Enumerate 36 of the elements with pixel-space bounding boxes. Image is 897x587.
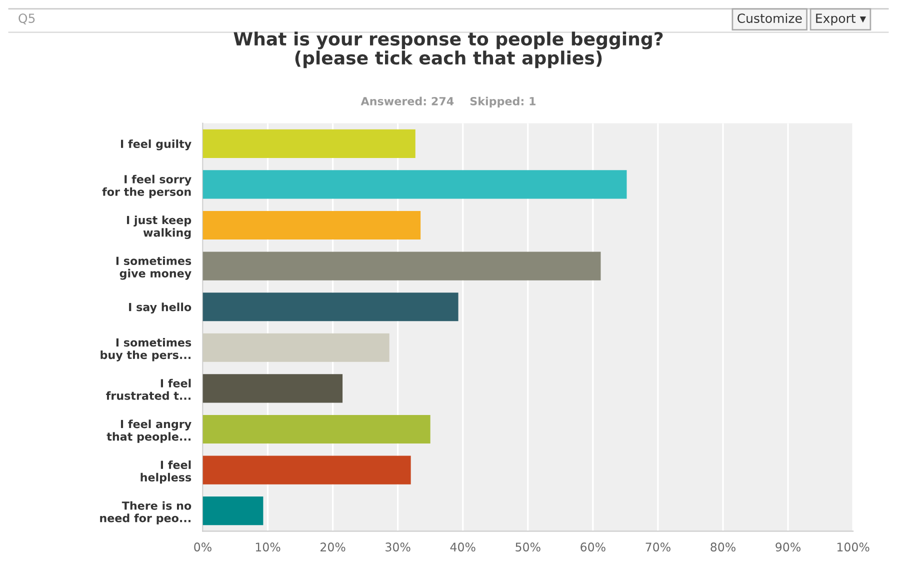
bar: [202, 252, 601, 280]
x-tick-label: 40%: [450, 542, 476, 552]
y-tick-label: I feel frustrated t...: [106, 378, 191, 400]
y-tick-label: There is no need for peo...: [100, 501, 192, 524]
text: Customize: [738, 13, 802, 23]
x-tick-label: 30%: [386, 542, 410, 552]
y-tick-label: I say hello: [129, 302, 192, 314]
text: Q5: [18, 14, 35, 24]
y-tick-label: I feel helpless: [140, 460, 192, 484]
y-tick-label: I sometimes give money: [116, 256, 192, 280]
x-tick-label: 10%: [256, 542, 280, 552]
y-tick-label: I just keep walking: [126, 216, 192, 239]
chart-title: What is your response to people begging? (please tick each that applies): [234, 32, 663, 68]
bar: [202, 170, 627, 199]
y-tick-label: I feel sorry for the person: [102, 174, 192, 198]
bar: [202, 414, 430, 444]
y-tick-label: I sometimes buy the pers...: [100, 338, 192, 362]
bar: [202, 129, 416, 158]
bar: [202, 210, 421, 240]
bar: [202, 333, 390, 362]
x-tick-label: 20%: [320, 542, 346, 552]
y-tick-label: I feel angry that people...: [106, 420, 192, 443]
bar: [202, 496, 264, 526]
bar: [202, 374, 343, 403]
x-tick-label: 80%: [710, 542, 736, 552]
x-tick-label: 100%: [837, 542, 870, 552]
text: Export ▾: [816, 14, 866, 26]
chart-subtitle: Answered: 274 Skipped: 1: [360, 96, 536, 108]
x-tick-label: 90%: [776, 542, 800, 552]
x-tick-label: 0%: [194, 542, 212, 552]
x-tick-label: 50%: [516, 542, 540, 552]
x-tick-label: 60%: [580, 542, 606, 552]
bar: [202, 292, 458, 322]
bar: [202, 456, 411, 484]
y-tick-label: I feel guilty: [121, 139, 192, 150]
x-tick-label: 70%: [646, 542, 670, 552]
